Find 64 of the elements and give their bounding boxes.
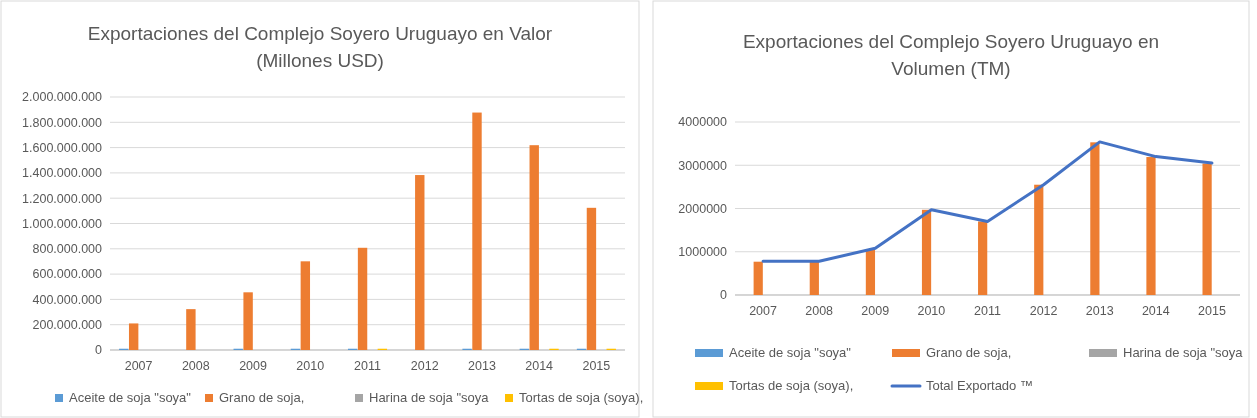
bar: [586, 207, 597, 350]
y-tick-label: 1.400.000.000: [22, 166, 103, 181]
x-tick-label: 2013: [468, 359, 496, 373]
legend-label: Grano de soja,: [926, 345, 1012, 360]
x-tick-label: 2014: [525, 359, 554, 373]
bar: [1034, 184, 1044, 295]
bar: [978, 221, 988, 295]
bar: [357, 247, 368, 350]
x-tick-label: 2007: [124, 359, 153, 373]
x-tick-label: 2011: [354, 359, 381, 373]
bar: [472, 112, 482, 350]
chart-title: Exportaciones del Complejo Soyero Uruguayo en Valor (Millones USD): [87, 23, 553, 71]
y-tick-label: 1000000: [678, 245, 728, 260]
legend-label: Tortas de soja (soya),: [729, 378, 854, 393]
y-tick-label: 1.000.000.000: [22, 216, 103, 231]
x-tick-label: 2014: [1141, 304, 1170, 318]
y-tick-label: 3000000: [678, 158, 728, 173]
y-tick-label: 600.000.000: [32, 267, 103, 282]
bar: [529, 145, 539, 350]
y-tick-label: 200.000.000: [32, 318, 103, 333]
x-tick-label: 2009: [239, 359, 268, 373]
x-tick-label: 2015: [1198, 304, 1226, 318]
y-tick-label: 1.600.000.000: [22, 140, 103, 155]
bar: [921, 209, 932, 295]
x-tick-label: 2012: [410, 359, 439, 373]
y-tick-label: 1.200.000.000: [22, 191, 103, 206]
x-tick-label: 2008: [805, 304, 834, 318]
legend-label: Tortas de soja (soya),: [519, 390, 644, 405]
x-tick-label: 2015: [582, 359, 611, 373]
y-tick-label: 800.000.000: [32, 242, 103, 257]
y-tick-label: 4000000: [678, 115, 728, 130]
y-tick-label: 0: [720, 288, 728, 303]
legend-label: Aceite de soja "soya": [729, 345, 852, 360]
x-tick-label: 2008: [181, 359, 210, 373]
x-tick-label: 2009: [861, 304, 890, 318]
y-tick-label: 400.000.000: [32, 292, 103, 307]
legend-label: Total Exportado ™: [926, 378, 1033, 393]
chart-title: Exportaciones del Complejo Soyero Uruguayo en Volumen (TM): [742, 31, 1160, 79]
y-tick-label: 1.800.000.000: [22, 115, 103, 130]
bar: [128, 323, 139, 350]
y-tick-label: 2.000.000.000: [22, 90, 103, 105]
bar: [300, 261, 311, 350]
line-series: [761, 140, 1214, 263]
bar: [865, 249, 876, 295]
legend-label: Grano de soja,: [219, 390, 305, 405]
legend-label: Harina de soja "soya: [369, 390, 490, 405]
x-tick-label: 2013: [1085, 304, 1114, 318]
x-tick-label: 2010: [296, 359, 325, 373]
bar: [1090, 142, 1100, 295]
x-tick-label: 2012: [1029, 304, 1058, 318]
x-tick-label: 2007: [749, 304, 778, 318]
bar: [809, 261, 819, 295]
x-tick-label: 2010: [917, 304, 946, 318]
legend-label: Aceite de soja "soya": [69, 390, 192, 405]
legend-label: Harina de soja "soya: [1123, 345, 1244, 360]
y-tick-label: 2000000: [678, 201, 728, 216]
y-tick-label: 0: [95, 343, 103, 358]
bar: [1146, 157, 1156, 295]
bar: [186, 309, 196, 350]
bar: [243, 292, 253, 350]
bar: [415, 175, 425, 350]
bar: [753, 261, 763, 295]
x-tick-label: 2011: [974, 304, 1001, 318]
bar: [1202, 163, 1212, 295]
